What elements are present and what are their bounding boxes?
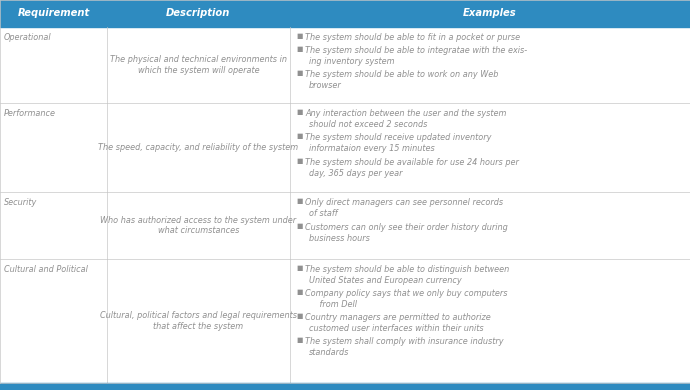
Text: from Dell: from Dell [309,300,357,309]
Text: The speed, capacity, and reliability of the system: The speed, capacity, and reliability of … [98,143,299,152]
Text: ■: ■ [297,337,303,343]
Text: Performance: Performance [4,109,56,118]
Text: The system should be able to fit in a pocket or purse: The system should be able to fit in a po… [305,33,520,42]
Bar [0,27,690,103]
Text: Who has authorized access to the system under
what circumstances: Who has authorized access to the system … [100,216,297,235]
Text: ■: ■ [297,70,303,76]
Text: Company policy says that we only buy computers: Company policy says that we only buy com… [305,289,507,298]
Text: ing inventory system: ing inventory system [309,57,395,66]
Text: Examples: Examples [463,8,517,18]
Text: ■: ■ [297,158,303,163]
Text: The system should receive updated inventory: The system should receive updated invent… [305,133,491,142]
Text: customed user interfaces within their units: customed user interfaces within their un… [309,324,484,333]
Text: Only direct managers can see personnel records: Only direct managers can see personnel r… [305,199,503,207]
Text: ■: ■ [297,33,303,39]
Text: ■: ■ [297,223,303,229]
Bar [0,103,690,192]
Text: Cultural, political factors and legal requirements
that affect the system: Cultural, political factors and legal re… [100,311,297,330]
Text: Requirement: Requirement [17,8,90,18]
Text: The physical and technical environments in
which the system will operate: The physical and technical environments … [110,55,287,74]
Bar [0,383,690,390]
Text: Any interaction between the user and the system: Any interaction between the user and the… [305,109,506,118]
Text: browser: browser [309,81,342,90]
Text: ■: ■ [297,289,303,295]
Text: ■: ■ [297,313,303,319]
Text: United States and European currency: United States and European currency [309,276,462,285]
Text: Description: Description [166,8,230,18]
Text: day, 365 days per year: day, 365 days per year [309,168,403,177]
Text: ■: ■ [297,265,303,271]
Text: informataion every 15 minutes: informataion every 15 minutes [309,144,435,153]
Text: The system shall comply with insurance industry: The system shall comply with insurance i… [305,337,504,346]
Bar [107,0,290,27]
Text: Country managers are permitted to authorize: Country managers are permitted to author… [305,313,491,322]
Text: ■: ■ [297,46,303,51]
Text: ■: ■ [297,109,303,115]
Text: of staff: of staff [309,209,337,218]
Text: The system should be available for use 24 hours per: The system should be available for use 2… [305,158,519,167]
Bar [290,0,690,27]
Text: standards: standards [309,348,350,357]
Text: The system should be able to integratae with the exis-: The system should be able to integratae … [305,46,527,55]
Bar [0,259,690,383]
Bar [0,0,107,27]
Text: ■: ■ [297,133,303,139]
Text: business hours: business hours [309,234,370,243]
Text: The system should be able to distinguish between: The system should be able to distinguish… [305,265,509,274]
Text: Customers can only see their order history during: Customers can only see their order histo… [305,223,508,232]
Text: The system should be able to work on any Web: The system should be able to work on any… [305,70,498,79]
Text: Operational: Operational [4,33,52,42]
Text: should not exceed 2 seconds: should not exceed 2 seconds [309,121,428,129]
Text: ■: ■ [297,199,303,204]
Text: Cultural and Political: Cultural and Political [4,265,88,274]
Bar [0,192,690,259]
Text: Security: Security [4,199,37,207]
